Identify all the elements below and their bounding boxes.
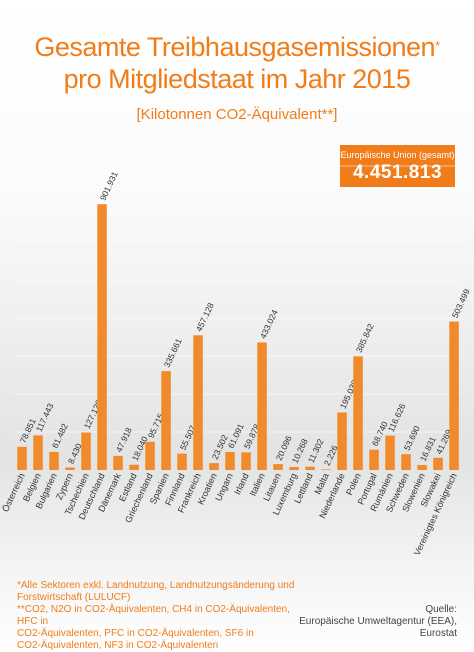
footnote-line: CO2-Äquivalenten, PFC in CO2-Äquivalente…	[17, 628, 254, 639]
bar	[49, 451, 59, 470]
footnote-line: *Alle Sektoren exkl. Landnutzung, Landnu…	[17, 580, 295, 591]
bar	[385, 435, 395, 470]
value-label: 901.931	[98, 170, 120, 202]
value-label: 47.918	[114, 426, 134, 454]
bar	[289, 467, 299, 470]
footnote-line: CO2-Äquivalenten, NF3 in CO2-Äquivalente…	[17, 640, 219, 651]
bar	[177, 453, 187, 470]
bar	[433, 457, 443, 470]
bar	[241, 452, 251, 470]
bar	[305, 466, 315, 470]
bar	[417, 465, 427, 470]
bar	[337, 412, 347, 470]
bar	[81, 432, 91, 470]
footnotes: *Alle Sektoren exkl. Landnutzung, Landnu…	[17, 580, 307, 652]
source-note: Quelle: Europäische Umweltagentur (EEA),…	[287, 604, 457, 640]
value-label: 457.128	[194, 301, 216, 333]
bar	[401, 454, 411, 470]
title-footnote-mark: *	[435, 38, 440, 53]
bar	[97, 204, 107, 470]
footnote-line: Forstwirtschaft (LULUCF)	[17, 592, 131, 603]
bar	[209, 463, 219, 470]
bar	[161, 371, 171, 470]
value-label: 8.430	[66, 442, 84, 466]
value-label: 335.661	[162, 337, 184, 369]
value-label: 116.626	[386, 402, 408, 434]
value-label: 385.842	[354, 322, 376, 354]
footnote-line: **CO2, N2O in CO2-Äquivalenten, CH4 in C…	[17, 604, 290, 627]
bar	[369, 449, 379, 470]
chart-title-line1: Gesamte Treibhausgasemissionen*	[34, 32, 440, 62]
bar	[321, 469, 331, 470]
eu-total-value: 4.451.813	[352, 162, 443, 183]
value-label: 61.482	[50, 422, 70, 450]
bar	[257, 342, 267, 470]
value-label: 2.226	[322, 443, 340, 467]
bar	[273, 464, 283, 470]
chart-title-line2: pro Mitgliedstaat im Jahr 2015	[63, 64, 411, 94]
bar	[145, 441, 155, 470]
bar	[113, 455, 123, 470]
bar	[33, 435, 43, 470]
bar	[129, 464, 139, 470]
bar	[17, 446, 27, 470]
bar	[225, 452, 235, 470]
value-label: 503.499	[450, 287, 472, 319]
category-label: Österreich	[0, 472, 27, 514]
value-label: 433.024	[258, 308, 280, 340]
source-line: Europäische Umweltagentur (EEA),	[299, 616, 457, 627]
chart-subtitle: [Kilotonnen CO2-Äquivalent**]	[136, 106, 338, 123]
bar	[65, 467, 75, 470]
eu-total-label: Europäische Union (gesamt)	[340, 150, 455, 160]
bar	[449, 321, 459, 470]
source-line: Quelle:	[425, 604, 457, 615]
value-label: 117.443	[34, 401, 56, 433]
source-line: Eurostat	[419, 628, 457, 639]
bar	[193, 335, 203, 470]
value-label: 53.690	[402, 424, 422, 452]
bar	[353, 356, 363, 470]
